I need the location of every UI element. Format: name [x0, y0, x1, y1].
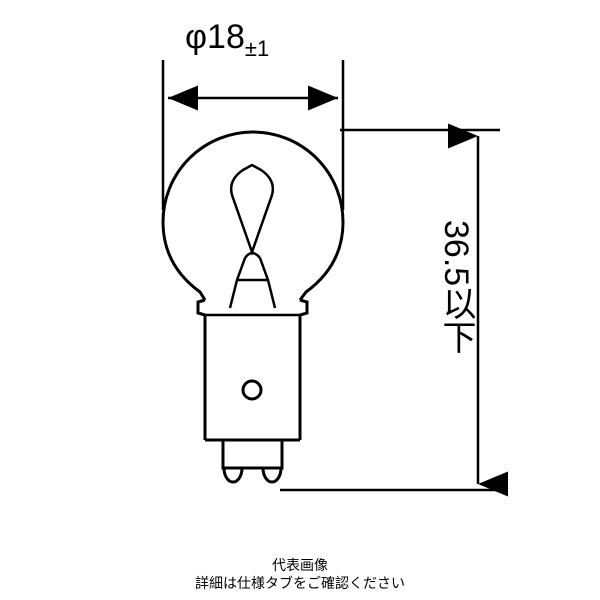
width-value: φ18: [185, 18, 245, 56]
bulb-drawing: [0, 0, 600, 600]
footnote-line1: 代表画像: [0, 556, 600, 574]
diagram-canvas: φ18±1 36.5以下 代表画像 詳細は仕様タブをご確認ください: [0, 0, 600, 600]
footnote-line2: 詳細は仕様タブをご確認ください: [0, 574, 600, 592]
base-cylinder-sides: [205, 315, 300, 440]
footnote: 代表画像 詳細は仕様タブをご確認ください: [0, 556, 600, 592]
side-pin: [243, 381, 261, 399]
contact-pin-right: [263, 468, 281, 482]
height-dimension-label: 36.5以下: [432, 220, 481, 354]
filament-mount: [231, 165, 273, 252]
width-dimension-label: φ18±1: [185, 18, 269, 62]
bulb-globe: [163, 132, 343, 300]
contact-pin-left: [224, 468, 242, 482]
base-collar: [198, 300, 307, 315]
filament-stem: [230, 253, 275, 308]
height-value: 36.5以下: [437, 220, 475, 354]
bottom-cap: [223, 440, 282, 468]
width-tolerance: ±1: [245, 36, 269, 61]
